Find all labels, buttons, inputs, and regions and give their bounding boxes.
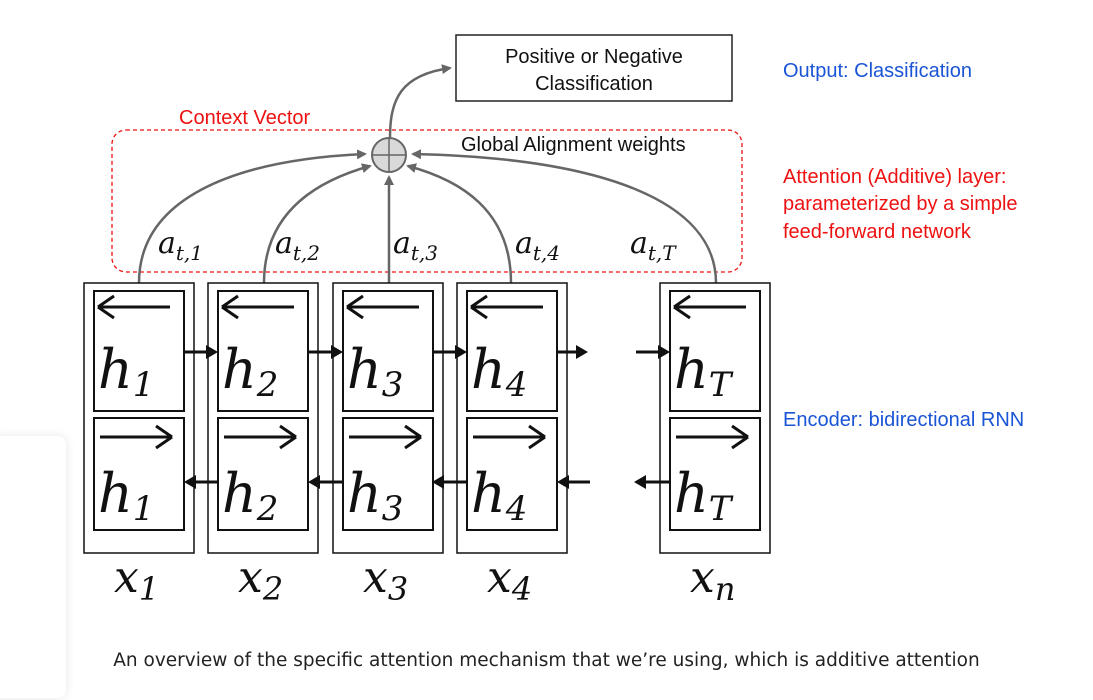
- sum-node: [371, 137, 407, 173]
- output-box-line2: Classification: [535, 73, 653, 95]
- forward-state-label: h1: [98, 462, 154, 529]
- encoder-cell: h1 h1 x1: [83, 282, 195, 608]
- left-arrow-icon: [346, 294, 419, 320]
- curve-4: [406, 163, 513, 284]
- encoder-cell: h2 h2 x2: [207, 282, 319, 608]
- output-box-line1: Positive or Negative: [505, 46, 683, 68]
- encoder-cell: hT hT xn: [659, 282, 771, 608]
- left-arrow-icon: [221, 294, 294, 320]
- attention-layer-line1: Attention (Additive) layer:: [783, 166, 1006, 188]
- attention-region: [111, 129, 743, 273]
- curve-2: [262, 163, 372, 284]
- encoder-cell: h3 h3 x3: [332, 282, 444, 608]
- backward-state-label: h2: [222, 338, 278, 405]
- input-label: x4: [487, 552, 532, 608]
- right-arrow-icon: [100, 424, 173, 450]
- left-arrow-icon: [97, 294, 170, 320]
- input-label: xn: [690, 552, 735, 608]
- backward-state-label: h3: [347, 338, 403, 405]
- right-arrow-icon: [224, 424, 297, 450]
- attention-diagram: Positive or Negative Classification Cont…: [83, 34, 1024, 608]
- right-arrow-icon: [676, 424, 749, 450]
- weight-label-3: at,3: [393, 226, 438, 265]
- weight-label-2: at,2: [275, 226, 320, 265]
- backward-state-label: hT: [674, 338, 734, 405]
- context-vector-label: Context Vector: [179, 107, 311, 129]
- encoder-cell: h4 h4 x4: [456, 282, 568, 608]
- weight-label-T: at,T: [630, 226, 677, 265]
- forward-state-label: hT: [674, 462, 734, 529]
- curve-5: [411, 149, 718, 284]
- input-label: x1: [114, 552, 159, 608]
- attention-layer-line2: parameterized by a simple: [783, 193, 1018, 215]
- forward-state-label: h3: [347, 462, 403, 529]
- curve-1: [137, 149, 367, 284]
- figure-caption: An overview of the specific attention me…: [113, 650, 980, 671]
- recurrent-arrows: [184, 345, 670, 489]
- backward-state-label: h1: [98, 338, 154, 405]
- arrow-to-output: [388, 64, 452, 139]
- forward-state-label: h4: [471, 462, 527, 529]
- weight-label-1: at,1: [158, 226, 203, 265]
- alignment-curves: [137, 149, 718, 284]
- forward-state-label: h2: [222, 462, 278, 529]
- attention-layer-line3: feed-forward network: [783, 221, 972, 243]
- backward-state-label: h4: [471, 338, 527, 405]
- encoder-label: Encoder: bidirectional RNN: [783, 409, 1024, 431]
- input-label: x2: [238, 552, 283, 608]
- weight-label-4: at,4: [515, 226, 560, 265]
- output-classification-label: Output: Classification: [783, 60, 972, 82]
- alignment-weights-label: Global Alignment weights: [461, 134, 686, 156]
- side-panel: [0, 436, 66, 698]
- right-arrow-icon: [473, 424, 546, 450]
- right-arrow-icon: [349, 424, 422, 450]
- output-box: Positive or Negative Classification: [455, 34, 733, 102]
- left-arrow-icon: [673, 294, 746, 320]
- input-label: x3: [363, 552, 408, 608]
- left-arrow-icon: [470, 294, 543, 320]
